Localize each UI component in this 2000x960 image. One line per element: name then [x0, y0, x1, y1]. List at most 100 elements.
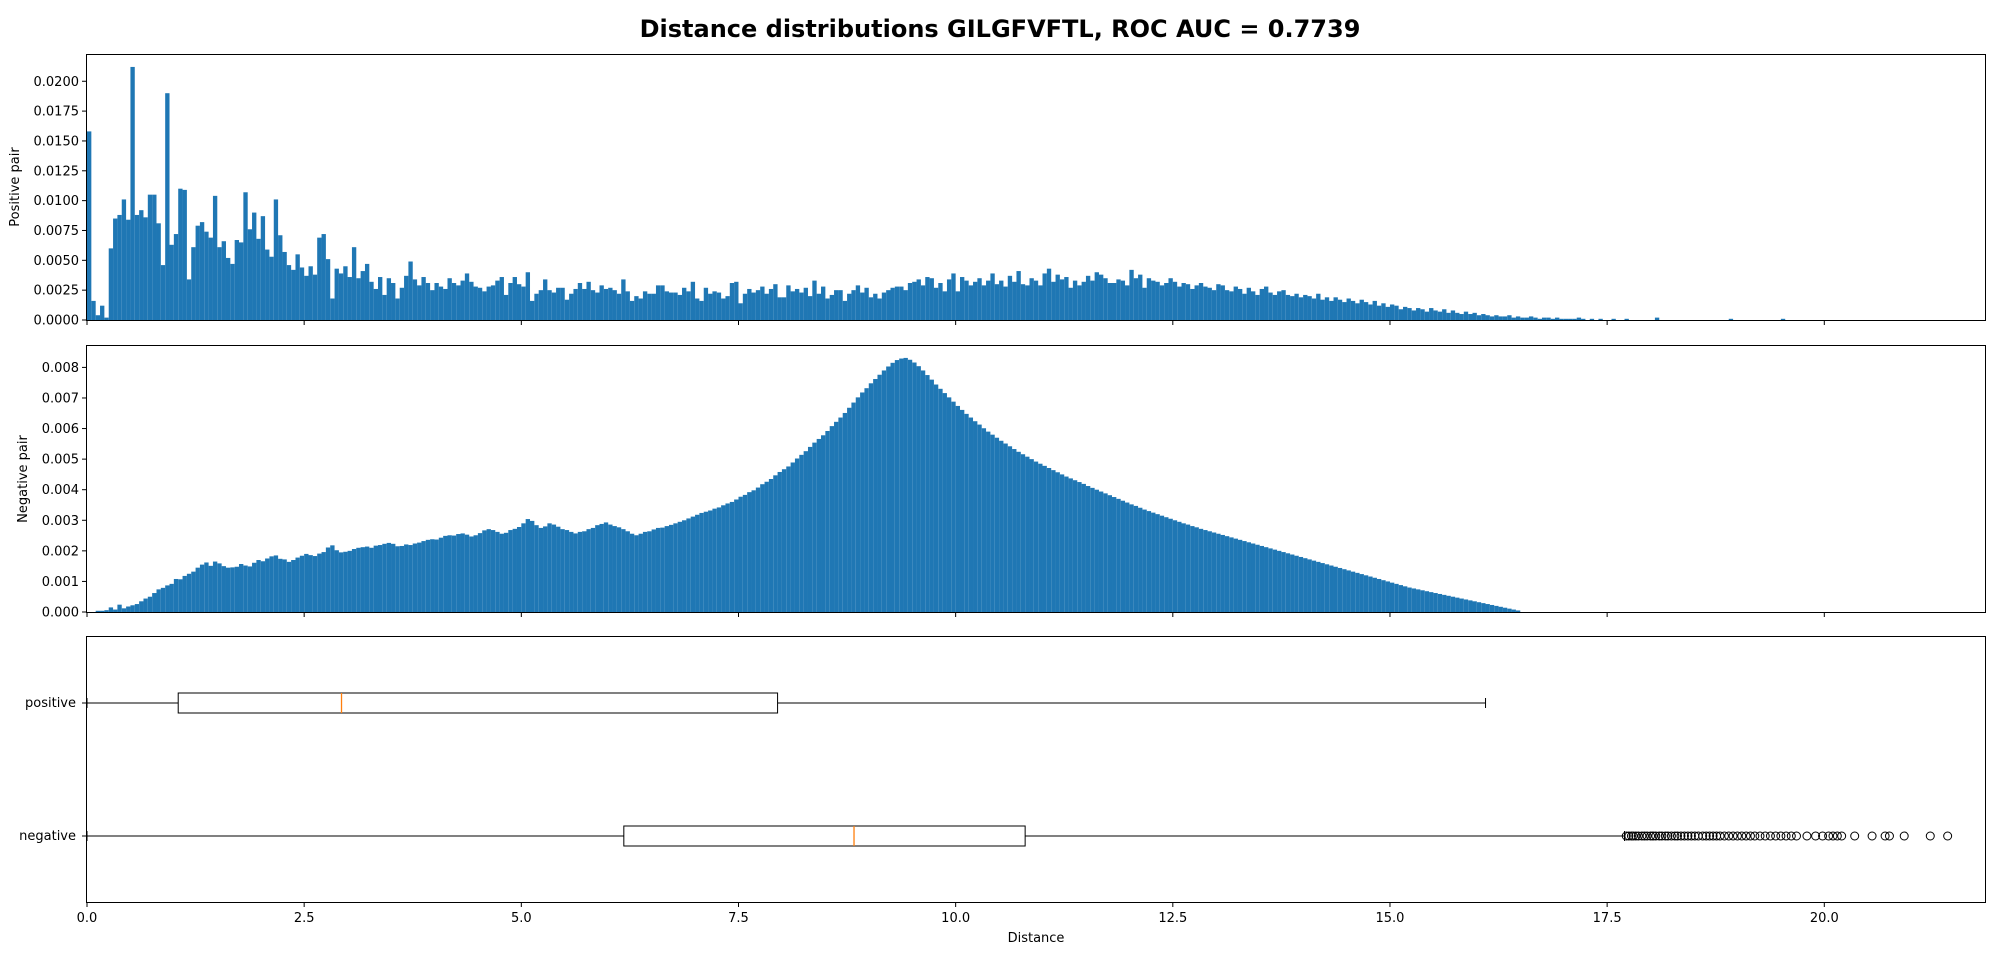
histogram-bar: [742, 494, 748, 612]
histogram-bar: [325, 259, 331, 320]
histogram-bar: [981, 428, 987, 612]
histogram-bar: [299, 555, 305, 612]
histogram-bar: [421, 541, 426, 612]
histogram-bar: [334, 550, 339, 612]
histogram-bar: [803, 287, 808, 320]
histogram-bar: [999, 280, 1004, 320]
y-tick-label: 0.008: [42, 361, 79, 376]
histogram-bar: [1424, 311, 1430, 320]
histogram-bar: [625, 531, 630, 612]
histogram-bar: [1333, 297, 1338, 320]
histogram-bar: [1237, 288, 1243, 320]
histogram-bar: [525, 519, 531, 612]
histogram-bar: [946, 279, 952, 320]
histogram-bar: [186, 573, 192, 612]
histogram-bar: [378, 545, 383, 612]
outlier-point: [1741, 831, 1751, 841]
histogram-bar: [677, 294, 683, 320]
histogram-bar: [291, 269, 296, 320]
histogram-bar: [312, 556, 318, 612]
histogram-bar: [669, 524, 674, 612]
histogram-bar: [868, 297, 874, 320]
histogram-bar: [1329, 300, 1334, 320]
histogram-bar: [629, 300, 635, 320]
histogram-bar: [486, 529, 491, 612]
outlier-point: [1686, 831, 1696, 841]
histogram-bar: [1016, 271, 1021, 320]
outlier-point: [1880, 831, 1890, 841]
histogram-bar: [634, 296, 639, 320]
histogram-bar: [1198, 283, 1204, 320]
histogram-bar: [1515, 316, 1521, 320]
histogram-bar: [703, 287, 709, 320]
y-tick-label: 0.003: [42, 514, 79, 529]
histogram-bar: [1224, 290, 1230, 320]
histogram-bar: [990, 434, 995, 612]
histogram-bar: [916, 366, 921, 612]
histogram-bar: [847, 293, 852, 320]
outlier-point: [1673, 831, 1682, 841]
histogram-bar: [212, 561, 218, 612]
histogram-bar: [664, 291, 669, 320]
histogram-bar: [351, 549, 357, 612]
histogram-bar: [1455, 597, 1460, 612]
outlier-point: [1943, 831, 1953, 841]
histogram-bar: [699, 512, 704, 612]
histogram-bar: [1368, 304, 1373, 320]
histogram-bar: [160, 587, 166, 612]
histogram-bar: [1146, 278, 1152, 320]
outlier-point: [1628, 831, 1638, 841]
histogram-bar: [530, 300, 535, 320]
histogram-bar: [334, 268, 339, 320]
histogram-bar: [816, 438, 822, 612]
histogram-bar: [430, 539, 435, 612]
histogram-bar: [1290, 296, 1295, 320]
histogram-bar: [1520, 317, 1525, 320]
histogram-bar: [1424, 591, 1430, 612]
positive-pair-histogram: 0.0000 0.0025 0.0050 0.0075 0.0100 0.0125 0.01…: [8, 54, 1986, 329]
histogram-bar: [308, 266, 313, 320]
histogram-bar: [451, 535, 457, 612]
histogram-bar: [117, 604, 122, 612]
histogram-bar: [1081, 483, 1086, 612]
histogram-bar: [1407, 587, 1412, 612]
histogram-bar: [1433, 310, 1438, 320]
histogram-bar: [864, 388, 869, 612]
histogram-bar: [1220, 285, 1225, 320]
boxplot-frame: [86, 636, 1986, 903]
histogram-bar: [616, 527, 622, 612]
histogram-bar: [286, 561, 292, 612]
boxplot-x-axis: 0.0 2.5 5.0 7.5 10.0 12.5 15.0 17.5 20.0: [77, 702, 1839, 926]
histogram-bar: [95, 610, 101, 612]
outlier-point: [1850, 831, 1860, 841]
histogram-bar: [100, 610, 105, 612]
x-tick-label: 12.5: [1158, 911, 1187, 926]
histogram-bar: [1376, 305, 1382, 320]
histogram-bar: [247, 566, 253, 612]
histogram-bar: [990, 273, 995, 320]
histogram-bar: [1476, 315, 1482, 320]
histogram-bar: [660, 527, 665, 612]
histogram-bar: [1159, 285, 1165, 320]
histogram-bar: [451, 283, 457, 320]
histogram-bar: [113, 218, 118, 320]
outlier-point: [1633, 831, 1643, 841]
histogram-bar: [234, 240, 240, 320]
histogram-bar: [1194, 527, 1199, 612]
histogram-bar: [1433, 593, 1438, 612]
histogram-bar: [217, 563, 222, 612]
histogram-bar: [920, 285, 926, 320]
histogram-bar: [1003, 286, 1008, 320]
histogram-bar: [1190, 526, 1195, 612]
histogram-bar: [278, 558, 283, 612]
histogram-bar: [217, 247, 222, 320]
chart-title: Distance distributions GILGFVFTL, ROC AU…: [640, 15, 1361, 43]
histogram-bar: [338, 552, 344, 612]
histogram-bar: [1042, 273, 1047, 320]
histogram-bar: [973, 281, 978, 320]
histogram-bar: [495, 280, 500, 320]
histogram-bar: [1255, 544, 1260, 612]
histogram-bar: [1085, 275, 1091, 320]
histogram-bar: [543, 279, 548, 320]
histogram-bar: [447, 278, 452, 320]
